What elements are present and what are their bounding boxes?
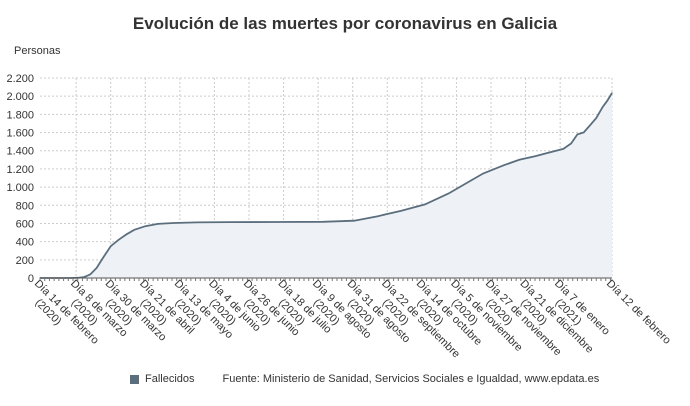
- legend-label: Fallecidos: [145, 373, 195, 385]
- data-point: [576, 133, 579, 135]
- y-tick-label: 1.200: [6, 164, 34, 176]
- y-axis-label: Personas: [14, 45, 61, 57]
- data-point: [133, 229, 135, 231]
- data-point: [601, 106, 604, 108]
- data-point: [196, 221, 198, 223]
- data-point: [583, 131, 585, 134]
- data-point: [400, 210, 403, 212]
- y-tick-label: 0: [28, 273, 34, 285]
- data-point: [377, 215, 379, 217]
- data-point: [562, 148, 564, 150]
- legend-swatch: [130, 374, 139, 384]
- y-tick-label: 600: [16, 218, 34, 230]
- y-tick-label: 800: [16, 200, 34, 212]
- y-tick-label: 200: [16, 255, 34, 267]
- data-point: [227, 221, 230, 223]
- data-point: [322, 221, 324, 223]
- series-area: [40, 93, 612, 278]
- data-point: [353, 220, 355, 222]
- data-point: [589, 124, 591, 126]
- y-tick-label: 1.400: [6, 146, 34, 158]
- source-text: Fuente: Ministerio de Sanidad, Servicios…: [222, 373, 600, 385]
- data-point: [275, 221, 277, 223]
- data-point: [518, 159, 520, 161]
- x-tick-label: Día 12 de febrero: [604, 278, 673, 347]
- data-point: [424, 203, 426, 205]
- data-point: [570, 142, 572, 145]
- data-point: [611, 92, 613, 94]
- y-tick-label: 1.800: [6, 109, 34, 121]
- data-point: [110, 245, 112, 247]
- data-point: [482, 172, 484, 175]
- series-line: [40, 92, 613, 279]
- data-point: [502, 164, 505, 166]
- y-tick-label: 2.000: [6, 91, 34, 103]
- data-point: [550, 151, 552, 153]
- y-tick-label: 2.200: [6, 73, 34, 85]
- data-point: [606, 100, 608, 102]
- data-point: [463, 183, 465, 185]
- data-point: [89, 273, 91, 275]
- data-point: [534, 155, 536, 157]
- legend: Fallecidos Fuente: Ministerio de Sanidad…: [130, 373, 599, 385]
- y-tick-label: 1.000: [6, 182, 34, 194]
- data-point: [595, 117, 597, 119]
- data-point: [117, 239, 120, 241]
- data-point: [157, 223, 159, 225]
- data-point: [125, 233, 128, 235]
- data-point: [102, 257, 104, 259]
- y-tick-label: 1.600: [6, 128, 34, 140]
- data-point: [95, 267, 98, 269]
- data-point: [144, 225, 146, 227]
- y-tick-label: 400: [16, 237, 34, 249]
- data-point: [83, 276, 85, 278]
- chart-title: Evolución de las muertes por coronavirus…: [132, 14, 558, 33]
- data-point: [172, 222, 175, 224]
- data-point: [447, 192, 450, 195]
